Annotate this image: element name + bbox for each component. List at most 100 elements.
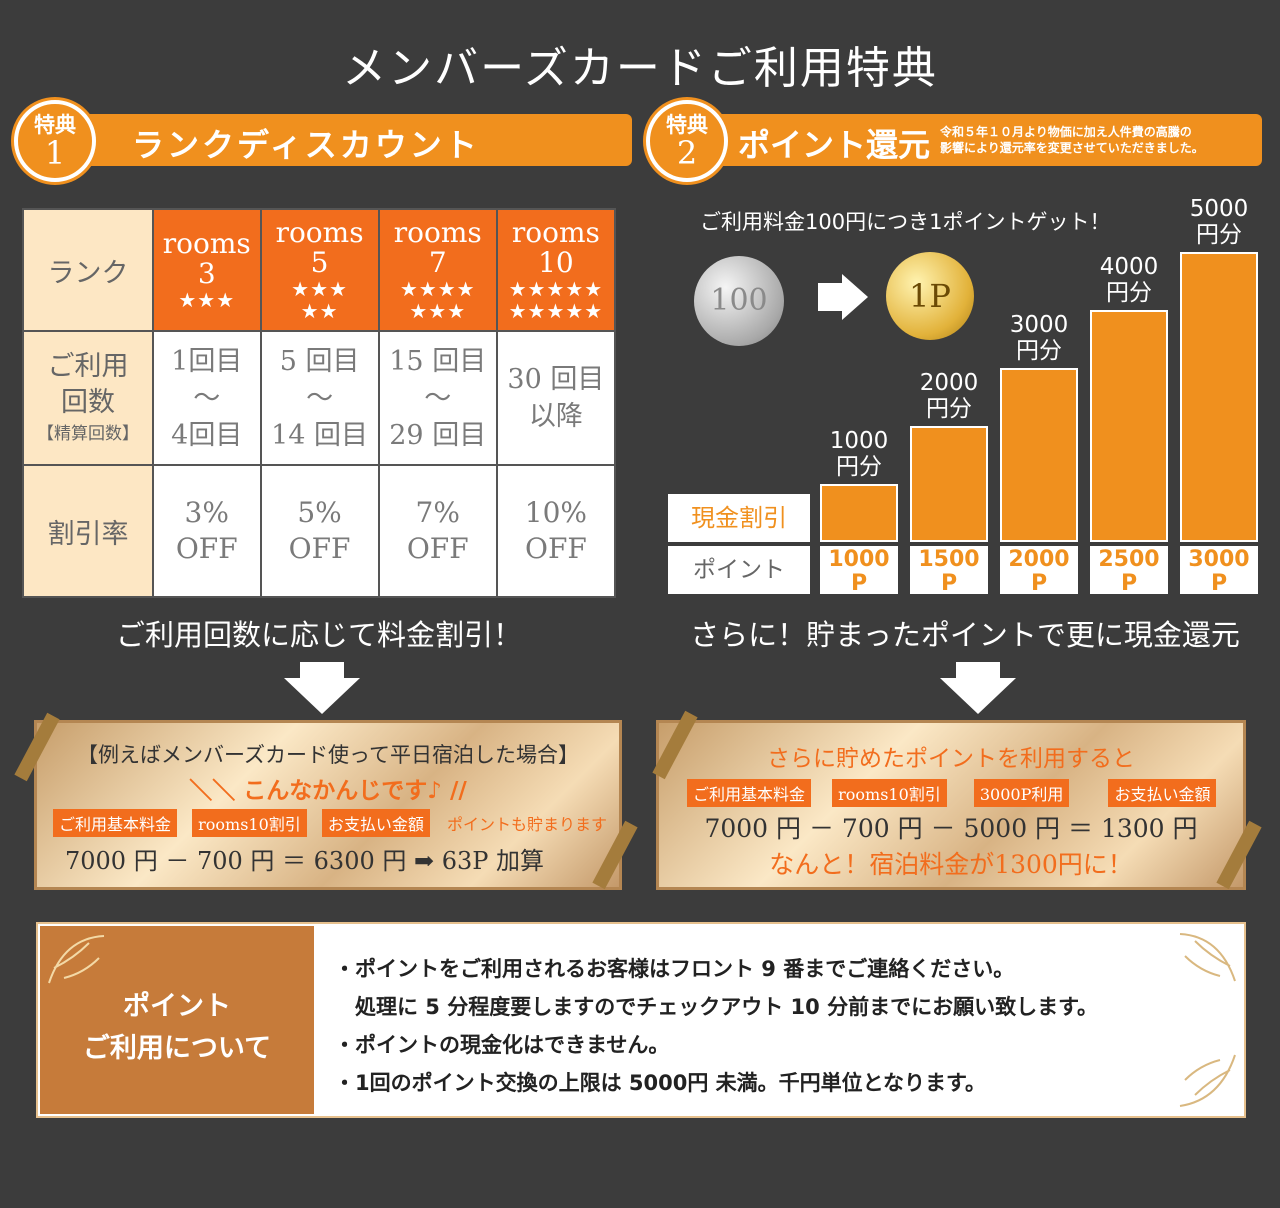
rank-stars: ★★★ (178, 288, 236, 312)
tag-base-fee: ご利用基本料金 (53, 809, 178, 837)
notes-line: ・1回のポイント交換の上限は 5000円 未満。千円単位となります。 (334, 1071, 986, 1095)
caption-right: さらに！貯まったポイントで更に現金還元 (690, 618, 1240, 652)
chart-bar (910, 426, 988, 542)
section2-label: ポイント還元 (738, 126, 931, 164)
example-right-formula: 7000 円 － 700 円 － 5000 円 ＝ 1300 円 (704, 814, 1198, 843)
example-right-result: なんと！宿泊料金が1300円に！ (769, 850, 1133, 879)
section1-header-bar: ランクディスカウント (54, 114, 632, 166)
chart-point-label-text: P (940, 571, 958, 596)
chart-bar-label: 2000 円分 (904, 370, 994, 422)
row-header-rank: ランク (22, 208, 154, 332)
example-right-tags: ご利用基本料金 rooms10割引 3000P利用 お支払い金額 (687, 779, 1217, 807)
row-header-usage: ご利用 回数 【精算回数】 (22, 330, 154, 466)
usage-header-line3: 【精算回数】 (37, 424, 139, 444)
rate-percent: 10% (524, 496, 588, 529)
rate-percent: 3% (184, 496, 229, 529)
ornament-icon (1179, 1054, 1236, 1107)
usage-header-line1: ご利用 (47, 351, 129, 382)
arrow-right-icon (818, 283, 844, 311)
page-title: メンバーズカードご利用特典 (342, 43, 938, 94)
chart-point-label-text: P (1120, 571, 1138, 596)
example-left-sub: ＼＼ こんなかんじです♪ // (189, 778, 467, 804)
usage-cell: 30 回目 以降 (495, 330, 617, 466)
arrow-down-icon (284, 678, 360, 714)
rank-cell: rooms 3 ★★★ (152, 208, 262, 332)
chart-point-label-text: P (850, 571, 868, 596)
usage-text: ～ (424, 382, 452, 414)
chart-point-label-text: 3000 (1188, 547, 1250, 572)
rank-discount-table: ランク rooms 3 ★★★ rooms 5 ★★★ ★★ rooms 7 ★★★★ ★★★ … (22, 208, 617, 598)
chart-bar-label: 5000 円分 (1174, 196, 1264, 248)
section1-label: ランクディスカウント (132, 126, 480, 164)
caption-left: ご利用回数に応じて料金割引！ (115, 618, 522, 652)
rank-number: 3 (197, 257, 216, 290)
rank-stars: ★★★ (291, 277, 348, 301)
rate-cell: 3% OFF (152, 464, 262, 598)
rate-percent: 7% (415, 496, 460, 529)
rank-name: rooms (511, 216, 600, 249)
chart-bar (1090, 310, 1168, 542)
rank-stars: ★★ (300, 299, 339, 323)
rank-cell: rooms 5 ★★★ ★★ (259, 208, 380, 332)
rank-name: rooms (162, 227, 251, 260)
section2-note: 令和５年１０月より物価に加え人件費の高騰の 影響により還元率を変更させていただき… (940, 124, 1204, 156)
chart-point-label: 1500 P (910, 546, 988, 596)
rate-off: OFF (288, 532, 351, 565)
chart-point-label-text: 2000 (1008, 547, 1070, 572)
chart-bar (1000, 368, 1078, 542)
arrow-down-icon-stem (956, 662, 1000, 680)
notes-line: 処理に 5 分程度要しますのでチェックアウト 10 分前までにお願い致します。 (334, 995, 1098, 1019)
rank-number: 5 (310, 246, 329, 279)
section2-badge-top: 特典 (666, 113, 708, 137)
chart-bar-label-text: 4000 (1099, 254, 1159, 280)
chart-bar-label: 3000 円分 (994, 312, 1084, 364)
usage-cell: 1回目 ～ 4回目 (152, 330, 262, 466)
section2-badge-number: 2 (676, 134, 698, 172)
usage-text: 4回目 (171, 419, 243, 451)
tag-rooms-discount: rooms10割引 (832, 779, 947, 807)
section1-badge: 特典 1 (14, 100, 96, 182)
section2-note-line2: 影響により還元率を変更させていただきました。 (940, 141, 1204, 155)
silver-coin-icon: 100 (694, 256, 784, 346)
usage-text: 5 回目 (279, 345, 360, 377)
example-left-heading: 【例えばメンバーズカード使って平日宿泊した場合】 (77, 743, 579, 767)
usage-text: 30 回目 (507, 364, 605, 395)
usage-header-line2: 回数 (61, 387, 115, 418)
tag-base-fee: ご利用基本料金 (687, 779, 812, 807)
ornament-icon (1179, 933, 1236, 982)
row-label-point: ポイント (668, 546, 810, 594)
rank-stars: ★★★ (409, 299, 467, 323)
rank-number: 10 (538, 246, 574, 279)
arrow-down-icon-stem (300, 662, 344, 680)
section1-badge-top: 特典 (34, 113, 76, 137)
chart-point-label-text: 1000 (828, 547, 890, 572)
tag-payment: お支払い金額 (1108, 779, 1217, 807)
points-intro: ご利用料金100円につき1ポイントゲット！ (700, 210, 1111, 234)
rate-cell: 7% OFF (377, 464, 498, 598)
rate-off: OFF (175, 532, 238, 565)
rate-percent: 5% (297, 496, 342, 529)
table-row-rank: ランク rooms 3 ★★★ rooms 5 ★★★ ★★ rooms 7 ★★★★ ★★★ … (22, 208, 617, 332)
section2-note-line1: 令和５年１０月より物価に加え人件費の高騰の (940, 125, 1192, 139)
table-row-usage: ご利用 回数 【精算回数】 1回目 ～ 4回目 5 回目 ～ 14 回目 15 回目 ～ 2… (22, 330, 617, 466)
chart-point-label-text: P (1030, 571, 1048, 596)
rank-cell: rooms 10 ★★★★★ ★★★★★ (495, 208, 617, 332)
points-accumulate-note: ポイントも貯まります (446, 815, 607, 834)
chart-bar-label-text: 円分 (836, 454, 882, 480)
rank-name: rooms (275, 216, 364, 249)
chart-bar-label-text: 円分 (1196, 222, 1242, 248)
rank-cell: rooms 7 ★★★★ ★★★ (377, 208, 498, 332)
example-right-heading: さらに貯めたポイントを利用すると (767, 746, 1135, 772)
section1-badge-number: 1 (44, 134, 66, 172)
usage-text: 15 回目 (389, 345, 487, 377)
notes-list: ・ポイントをご利用されるお客様はフロント 9 番までご連絡ください。 処理に 5… (334, 950, 1098, 1102)
usage-cell: 5 回目 ～ 14 回目 (259, 330, 380, 466)
rank-stars: ★★★★ (399, 277, 476, 301)
notes-line: ・ポイントをご利用されるお客様はフロント 9 番までご連絡ください。 (334, 957, 1015, 981)
notes-line: ・ポイントの現金化はできません。 (334, 1033, 670, 1057)
rank-name: rooms (393, 216, 482, 249)
row-header-rate: 割引率 (22, 464, 154, 598)
example-left-box: 【例えばメンバーズカード使って平日宿泊した場合】 ＼＼ こんなかんじです♪ //… (34, 720, 622, 890)
example-right-box: さらに貯めたポイントを利用すると ご利用基本料金 rooms10割引 3000P… (656, 720, 1246, 890)
section2-header-bar: ポイント還元 令和５年１０月より物価に加え人件費の高騰の 影響により還元率を変更… (696, 114, 1262, 166)
